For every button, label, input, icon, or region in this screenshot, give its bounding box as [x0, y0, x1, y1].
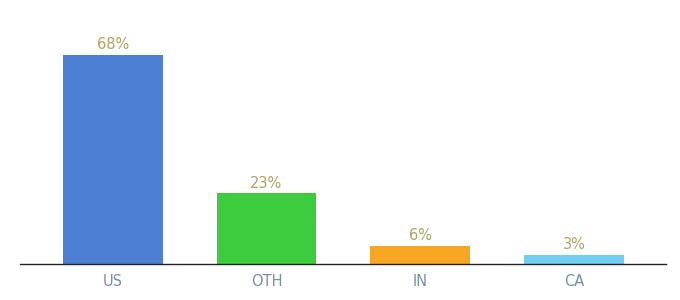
Text: 3%: 3%	[562, 237, 585, 252]
Bar	[524, 255, 624, 264]
Text: 23%: 23%	[250, 176, 283, 191]
Bar	[371, 245, 471, 264]
Text: 68%: 68%	[97, 37, 129, 52]
Text: 6%: 6%	[409, 228, 432, 243]
Bar	[63, 55, 163, 264]
Bar	[216, 193, 316, 264]
